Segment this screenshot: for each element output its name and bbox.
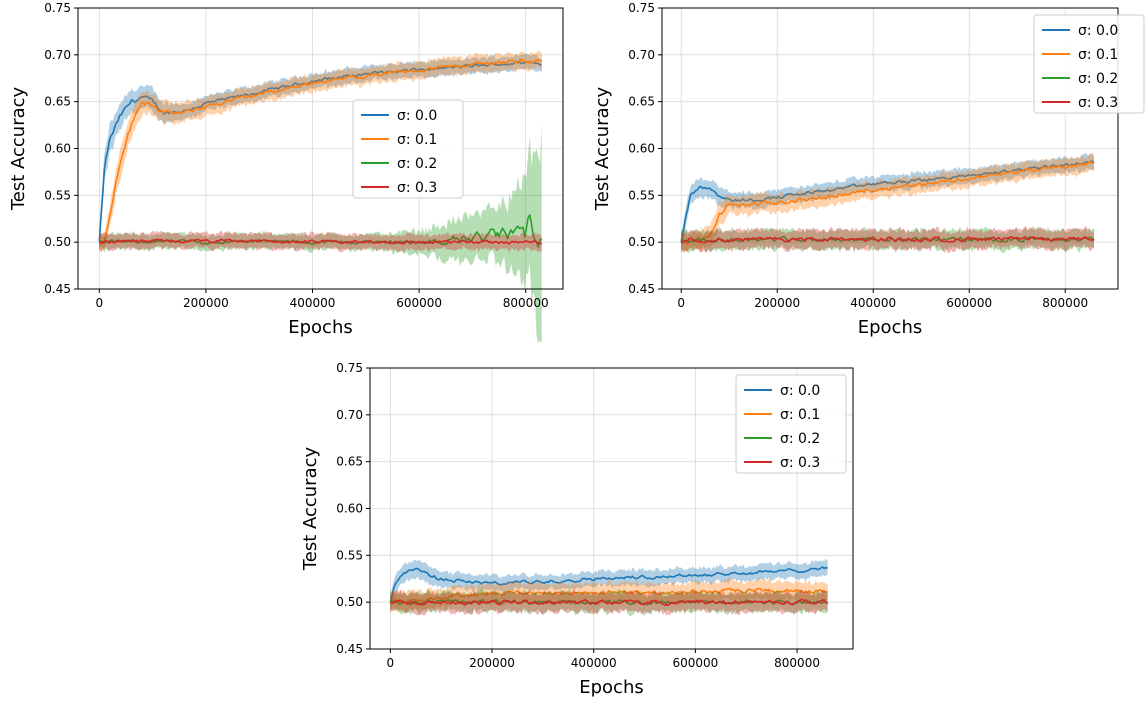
series-line-0 xyxy=(389,566,828,603)
series-line-3 xyxy=(680,236,1095,244)
y-tick-label: 0.70 xyxy=(628,48,655,62)
x-tick-label: 0 xyxy=(95,296,103,310)
y-tick-label: 0.70 xyxy=(336,408,363,422)
legend-label-0: σ: 0.0 xyxy=(1078,23,1118,39)
y-tick-label: 0.45 xyxy=(44,282,71,296)
series-band-0 xyxy=(390,558,828,610)
y-tick-label: 0.65 xyxy=(44,95,71,109)
x-tick-label: 800000 xyxy=(774,656,820,670)
x-tick-label: 800000 xyxy=(503,296,549,310)
y-tick-label: 0.55 xyxy=(336,548,363,562)
y-tick-label: 0.50 xyxy=(628,235,655,249)
y-tick-label: 0.50 xyxy=(336,595,363,609)
legend-label-2: σ: 0.2 xyxy=(780,431,820,447)
legend: σ: 0.0 σ: 0.1 σ: 0.2 σ: 0.3 xyxy=(352,99,464,199)
series-line-3 xyxy=(389,598,829,606)
y-tick-label: 0.70 xyxy=(44,48,71,62)
legend-box xyxy=(1033,14,1145,114)
y-tick-label: 0.75 xyxy=(628,1,655,15)
legend-label-1: σ: 0.1 xyxy=(1078,47,1118,63)
x-tick-label: 200000 xyxy=(469,656,515,670)
x-axis-label: Epochs xyxy=(579,677,644,698)
y-tick-label: 0.45 xyxy=(628,282,655,296)
series-line-1 xyxy=(389,587,828,605)
y-tick-label: 0.65 xyxy=(336,455,363,469)
legend: σ: 0.0 σ: 0.1 σ: 0.2 σ: 0.3 xyxy=(735,374,847,474)
x-tick-label: 800000 xyxy=(1042,296,1088,310)
x-axis-label: Epochs xyxy=(858,317,923,338)
y-tick-label: 0.65 xyxy=(628,95,655,109)
x-tick-label: 200000 xyxy=(183,296,229,310)
series-line-3 xyxy=(99,238,543,245)
y-tick-label: 0.50 xyxy=(44,235,71,249)
chart-panel-1: 0 200000 400000 600000 800000 0.45 0.50 0.55 0.6… xyxy=(8,1,564,343)
legend-label-2: σ: 0.2 xyxy=(397,156,437,172)
legend-label-3: σ: 0.3 xyxy=(1078,95,1118,111)
x-tick-label: 0 xyxy=(387,656,395,670)
chart-panel-2: 0 200000 400000 600000 800000 0.45 0.50 0.55 0.6… xyxy=(592,1,1145,338)
y-tick-label: 0.55 xyxy=(44,188,71,202)
x-tick-label: 600000 xyxy=(396,296,442,310)
x-tick-label: 600000 xyxy=(946,296,992,310)
y-tick-label: 0.75 xyxy=(336,361,363,375)
legend-label-0: σ: 0.0 xyxy=(780,383,820,399)
y-tick-label: 0.60 xyxy=(44,142,71,156)
x-axis-label: Epochs xyxy=(288,317,353,338)
y-axis-label: Test Accuracy xyxy=(592,86,613,211)
y-tick-label: 0.45 xyxy=(336,642,363,656)
series-band-0 xyxy=(681,152,1094,252)
y-axis-label: Test Accuracy xyxy=(8,86,29,211)
x-tick-label: 400000 xyxy=(571,656,617,670)
legend-label-2: σ: 0.2 xyxy=(1078,71,1118,87)
y-tick-label: 0.60 xyxy=(628,142,655,156)
legend: σ: 0.0 σ: 0.1 σ: 0.2 σ: 0.3 xyxy=(1033,14,1145,114)
x-tick-label: 0 xyxy=(677,296,685,310)
chart-panel-3: 0 200000 400000 600000 800000 0.45 0.50 0.55 0.6… xyxy=(300,361,854,698)
legend-label-0: σ: 0.0 xyxy=(397,108,437,124)
y-tick-label: 0.75 xyxy=(44,1,71,15)
series-line-1 xyxy=(98,58,543,245)
legend-label-1: σ: 0.1 xyxy=(397,132,437,148)
legend-label-3: σ: 0.3 xyxy=(397,180,437,196)
y-tick-label: 0.60 xyxy=(336,502,363,516)
y-axis-label: Test Accuracy xyxy=(300,446,321,571)
y-tick-label: 0.55 xyxy=(628,188,655,202)
x-tick-label: 600000 xyxy=(672,656,718,670)
legend-box xyxy=(352,99,464,199)
x-tick-label: 400000 xyxy=(290,296,336,310)
series-band-2 xyxy=(99,123,542,343)
legend-label-1: σ: 0.1 xyxy=(780,407,820,423)
x-tick-label: 200000 xyxy=(754,296,800,310)
legend-box xyxy=(735,374,847,474)
x-tick-label: 400000 xyxy=(850,296,896,310)
series-band-1 xyxy=(681,152,1094,253)
legend-label-3: σ: 0.3 xyxy=(780,455,820,471)
series-band-1 xyxy=(99,49,542,253)
series-line-1 xyxy=(680,161,1095,245)
series-band-3 xyxy=(681,225,1094,254)
